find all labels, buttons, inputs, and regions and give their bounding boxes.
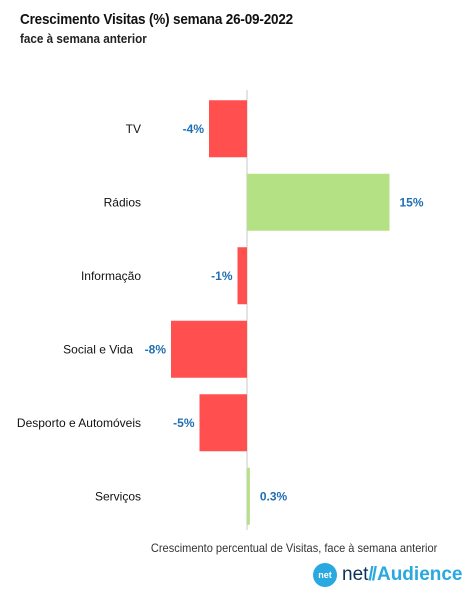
data-label: 15% [400,195,424,209]
category-label: Informação [81,269,141,283]
bar [247,467,250,525]
chart-footnote: Crescimento percentual de Visitas, face … [150,541,437,555]
bar-chart: TV -4% Rádios 15% Informação -1% Social e Vida… [17,90,424,530]
category-label: Social e Vida [63,342,133,356]
chart-title: Crescimento Visitas (%) semana 26-09-202… [20,11,294,28]
bar [171,320,247,378]
data-label: -8% [145,342,167,356]
chart-subtitle: face à semana anterior [20,31,147,46]
bar [199,394,247,452]
category-label: Serviços [95,489,141,503]
category-label: Rádios [104,195,141,209]
category-label: TV [126,122,141,136]
logo-badge-icon: net [313,563,337,587]
netaudience-logo: net net//Audience [313,563,463,587]
data-label: -4% [183,122,205,136]
data-label: 0.3% [260,489,288,503]
logo-wordmark: net//Audience [342,564,463,585]
data-label: -1% [211,269,233,283]
bar [237,247,247,305]
bar [209,100,247,158]
category-label: Desporto e Automóveis [17,416,141,430]
bar [247,173,390,231]
data-label: -5% [173,416,195,430]
